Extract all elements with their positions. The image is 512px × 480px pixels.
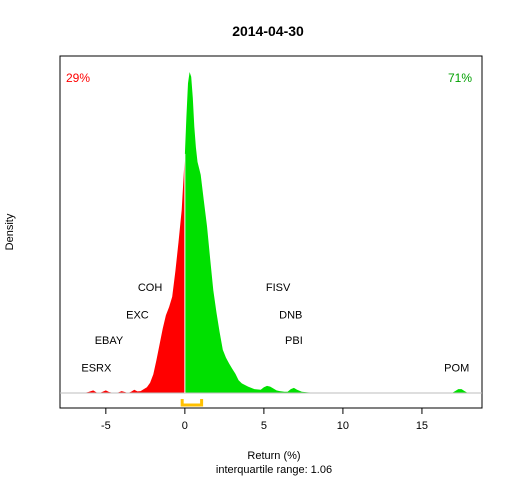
annotation-labels: ESRX EBAY EXC COH FISV DNB PBI POM <box>81 282 469 374</box>
annotation-esrx: ESRX <box>81 362 112 374</box>
annotation-dnb: DNB <box>279 309 302 321</box>
x-axis: -5 0 5 10 15 <box>101 408 428 432</box>
chart-title: 2014-04-30 <box>232 23 304 39</box>
x-tick-label: 10 <box>337 420 349 432</box>
annotation-fisv: FISV <box>266 282 291 294</box>
plot-frame <box>59 55 483 409</box>
annotation-pom: POM <box>444 362 469 374</box>
y-axis-label: Density <box>4 213 16 250</box>
annotation-exc: EXC <box>126 309 149 321</box>
x-tick-label: 15 <box>416 420 428 432</box>
iqr-bracket <box>180 399 204 407</box>
negative-share-label: 29% <box>66 71 90 85</box>
annotation-coh: COH <box>138 282 163 294</box>
iqr-caption: interquartile range: 1.06 <box>216 464 332 476</box>
x-tick-label: -5 <box>101 420 111 432</box>
plot-area <box>59 55 483 409</box>
annotation-ebay: EBAY <box>95 335 124 347</box>
annotation-pbi: PBI <box>285 335 303 347</box>
x-axis-label: Return (%) <box>247 450 300 462</box>
x-tick-label: 0 <box>182 420 188 432</box>
x-tick-label: 5 <box>261 420 267 432</box>
negative-density-area <box>83 153 185 393</box>
positive-density-area <box>184 72 468 393</box>
positive-share-label: 71% <box>448 71 472 85</box>
